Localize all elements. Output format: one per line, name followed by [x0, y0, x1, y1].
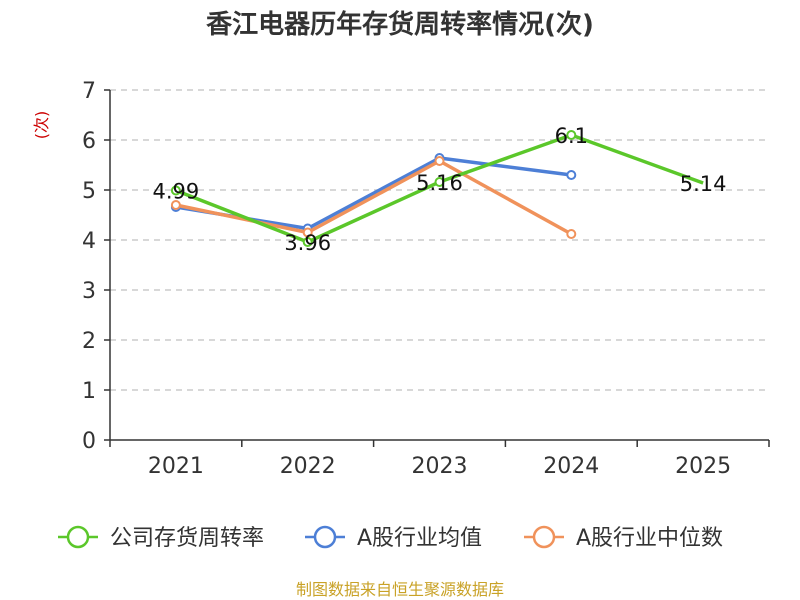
y-tick-label: 6: [82, 129, 96, 154]
y-tick-label: 1: [82, 379, 96, 404]
legend-item-1[interactable]: A股行业均值: [305, 525, 482, 551]
y-tick-label: 4: [82, 229, 96, 254]
legend-marker: [313, 525, 337, 549]
series-line: [175, 159, 573, 236]
series-layer: [170, 130, 704, 247]
y-tick-label: 2: [82, 329, 96, 354]
data-label: 6.1: [555, 124, 588, 148]
x-tick-label: 2023: [412, 454, 468, 479]
source-note: 制图数据来自恒生聚源数据库: [296, 580, 504, 599]
x-tick-label: 2025: [675, 454, 731, 479]
legend[interactable]: 公司存货周转率 A股行业均值 A股行业中位数: [58, 525, 723, 551]
data-point[interactable]: [170, 185, 181, 196]
legend-label: A股行业中位数: [576, 526, 723, 551]
legend-item-2[interactable]: A股行业中位数: [524, 525, 723, 551]
legend-label: 公司存货周转率: [110, 526, 264, 551]
y-tick-label: 0: [82, 429, 96, 454]
y-tick-label: 5: [82, 179, 96, 204]
data-point[interactable]: [302, 237, 313, 247]
data-point[interactable]: [566, 130, 577, 140]
data-point[interactable]: [566, 229, 577, 239]
data-point[interactable]: [170, 200, 181, 210]
data-labels: 4.99 3.96 5.16 6.1 5.14: [153, 124, 727, 255]
legend-item-0[interactable]: 公司存货周转率: [58, 525, 264, 551]
series-1: [170, 153, 577, 234]
y-tick-label: 7: [82, 79, 96, 104]
legend-label: A股行业均值: [357, 526, 482, 551]
grid-lines: [110, 89, 769, 391]
y-axis-label: (次): [32, 111, 51, 140]
y-tick-label: 3: [82, 279, 96, 304]
data-point[interactable]: [302, 227, 313, 238]
data-label: 5.14: [680, 172, 727, 196]
series-2: [170, 156, 577, 239]
legend-marker: [532, 525, 556, 549]
x-tick-label: 2022: [280, 454, 336, 479]
data-label: 3.96: [284, 231, 331, 255]
data-point[interactable]: [434, 177, 445, 187]
data-label: 5.16: [416, 171, 463, 195]
axes: 0 1 2 3 4 5 6 7 2021 2022 2023 2024 2025: [82, 79, 770, 479]
data-point[interactable]: [434, 156, 445, 166]
chart-title: 香江电器历年存货周转率情况(次): [206, 9, 594, 40]
x-tick-label: 2021: [148, 454, 204, 479]
legend-marker: [66, 525, 90, 549]
series-0: [170, 130, 704, 247]
data-label: 4.99: [153, 180, 200, 204]
data-point[interactable]: [566, 170, 577, 180]
x-tick-label: 2024: [543, 454, 599, 479]
